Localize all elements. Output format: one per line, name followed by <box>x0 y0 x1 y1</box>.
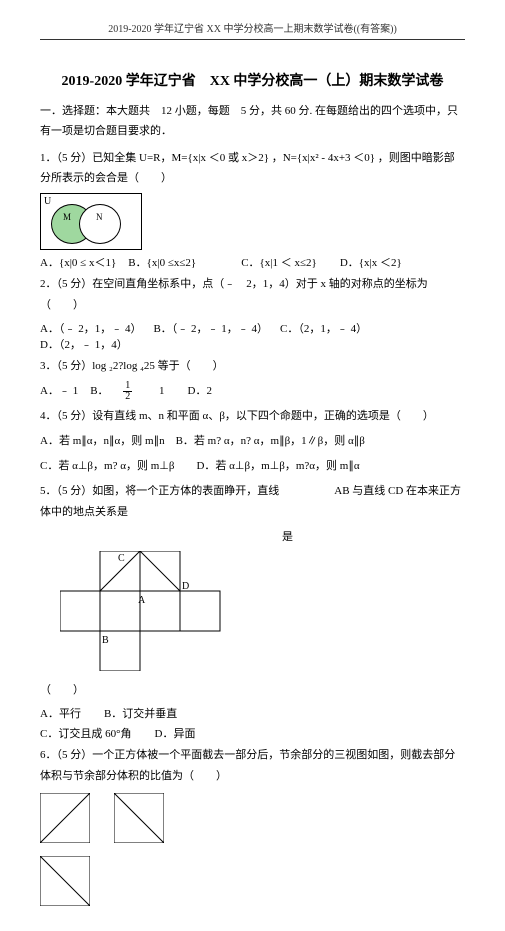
q3-options: A．﹣ 1 B． 12 1 D．2 <box>40 381 465 402</box>
q1-opt-d: D．{x|x ＜2} <box>340 257 402 269</box>
q2-stem: 2．（5 分）在空间直角坐标系中，点（﹣ 2，1，4）对于 x 轴的对称点的坐标… <box>40 274 465 316</box>
q3-stem: 3．（5 分）log ₂2?log ₄25 等于（ ） <box>40 356 465 377</box>
q5-opt-a: A．平行 <box>40 708 81 720</box>
svg-text:A: A <box>138 595 146 606</box>
q3-opt-a: A．﹣ 1 <box>40 385 78 397</box>
q1-options: A．{x|0 ≤ x＜1}B．{x|0 ≤x≤2} C．{x|1 ＜ x≤2} … <box>40 254 465 270</box>
q2-opt-c: C．（2，1，﹣ 4） <box>280 323 367 335</box>
page-header: 2019-2020 学年辽宁省 XX 中学分校高一上期末数学试卷((有答案)) <box>40 20 465 35</box>
q3-opt-d: D．2 <box>188 385 212 397</box>
q5-opt-c: C．订交且成 60°角 <box>40 728 132 740</box>
q5-stem: 5．（5 分）如图，将一个正方体的表面睁开，直线 <box>40 485 279 497</box>
venn-m-label: M <box>63 212 71 222</box>
view-1 <box>40 793 90 848</box>
q1-opt-b: B．{x|0 ≤x≤2} <box>128 257 196 269</box>
q2-opt-d: D．（2，﹣ 1，4） <box>40 339 128 351</box>
q1-stem: 1．（5 分）已知全集 U=R，M={x|x ＜0 或 x＞2} ，N={x|x… <box>40 148 465 190</box>
q2-opt-a: A．（﹣ 2，1，﹣ 4） <box>40 323 141 335</box>
q2-options: A．（﹣ 2，1，﹣ 4） B．（﹣ 2，﹣ 1，﹣ 4） C．（2，1，﹣ 4） D… <box>40 320 465 352</box>
svg-text:C: C <box>118 553 125 564</box>
q4-opt-a: A．若 m∥α，n∥α，则 m∥n <box>40 435 165 447</box>
q3-opt-c: 1 <box>159 385 165 397</box>
cube-net-diagram: C D A B <box>60 551 465 676</box>
q4-line-ab: A．若 m∥α，n∥α，则 m∥n B．若 m? α，n? α，m∥β，1∥β，… <box>40 431 465 452</box>
venn-diagram: U M N <box>40 193 142 250</box>
q5-opt-b: B．订交并垂直 <box>104 708 177 720</box>
exam-title: 2019-2020 学年辽宁省 XX 中学分校高一（上）期末数学试卷 <box>40 70 465 90</box>
q5-line: 5．（5 分）如图，将一个正方体的表面睁开，直线 AB 与直线 CD 在本来正方… <box>40 481 465 523</box>
venn-circle-n <box>79 204 121 244</box>
q1-opt-c: C．{x|1 ＜ x≤2} <box>241 257 317 269</box>
q4-opt-c: C．若 α⊥β，m? α，则 m⊥β <box>40 460 174 472</box>
three-views <box>40 793 465 911</box>
svg-text:D: D <box>182 581 189 592</box>
q5-is: 是 <box>40 527 465 548</box>
q5-options-1: A．平行 B．订交并垂直 <box>40 705 465 721</box>
q6-stem: 6．（5 分）一个正方体被一个平面截去一部分后，节余部分的三视图如图，则截去部分… <box>40 745 465 787</box>
venn-u-label: U <box>44 196 51 207</box>
q3-opt-b: B． <box>90 385 108 397</box>
q4-opt-b: B．若 m? α，n? α，m∥β，1∥β，则 α∥β <box>176 435 365 447</box>
q5-blank: （ ） <box>40 680 465 701</box>
q4-line-cd: C．若 α⊥β，m? α，则 m⊥β D．若 α⊥β，m⊥β，m?α，则 m∥α <box>40 456 465 477</box>
q4-stem: 4．（5 分）设有直线 m、n 和平面 α、β，以下四个命题中，正确的选项是（ … <box>40 406 465 427</box>
view-3 <box>40 856 90 911</box>
svg-text:B: B <box>102 635 109 646</box>
q5-options-2: C．订交且成 60°角 D．异面 <box>40 725 465 741</box>
fraction-icon: 12 <box>123 381 144 402</box>
section-1-intro: 一．选择题：本大题共 12 小题，每题 5 分，共 60 分. 在每题给出的四个… <box>40 102 465 142</box>
q1-opt-a: A．{x|0 ≤ x＜1} <box>40 257 116 269</box>
venn-n-label: N <box>96 212 103 222</box>
q5-opt-d: D．异面 <box>155 728 196 740</box>
view-2 <box>114 793 164 848</box>
q4-opt-d: D．若 α⊥β，m⊥β，m?α，则 m∥α <box>196 460 359 472</box>
header-divider <box>40 39 465 40</box>
q2-opt-b: B．（﹣ 2，﹣ 1，﹣ 4） <box>153 323 268 335</box>
net-svg: C D A B <box>60 551 230 671</box>
